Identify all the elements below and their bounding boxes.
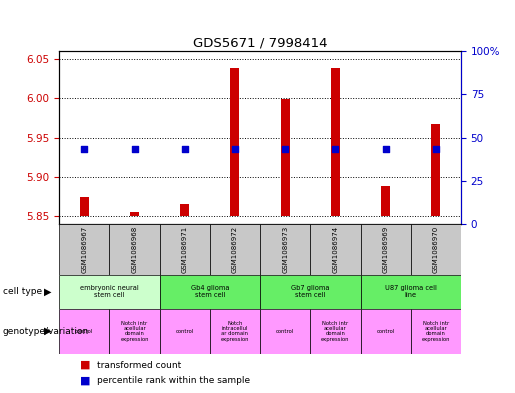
Point xyxy=(231,146,239,152)
Point xyxy=(331,145,339,152)
Text: GSM1086974: GSM1086974 xyxy=(332,226,338,273)
Text: control: control xyxy=(276,329,294,334)
Text: control: control xyxy=(75,329,93,334)
Bar xyxy=(80,196,89,216)
Point xyxy=(80,146,89,152)
Bar xyxy=(260,309,310,354)
Text: cell type: cell type xyxy=(3,287,42,296)
Point xyxy=(281,146,289,152)
Bar xyxy=(160,309,210,354)
Title: GDS5671 / 7998414: GDS5671 / 7998414 xyxy=(193,37,328,50)
Bar xyxy=(310,224,360,275)
Bar xyxy=(210,309,260,354)
Text: GSM1086971: GSM1086971 xyxy=(182,226,188,273)
Bar xyxy=(360,275,461,309)
Bar xyxy=(260,224,310,275)
Bar xyxy=(59,275,160,309)
Text: ■: ■ xyxy=(80,375,90,385)
Bar xyxy=(130,212,139,216)
Bar xyxy=(109,224,160,275)
Text: ▶: ▶ xyxy=(44,287,51,297)
Bar xyxy=(210,224,260,275)
Text: GSM1086973: GSM1086973 xyxy=(282,226,288,273)
Text: ■: ■ xyxy=(80,360,90,370)
Text: ▶: ▶ xyxy=(44,326,51,336)
Text: GSM1086968: GSM1086968 xyxy=(131,226,138,273)
Point xyxy=(130,146,139,152)
Bar xyxy=(360,224,410,275)
Bar xyxy=(160,224,210,275)
Text: U87 glioma cell
line: U87 glioma cell line xyxy=(385,285,437,298)
Bar xyxy=(59,224,109,275)
Point xyxy=(432,146,440,152)
Bar xyxy=(230,68,239,216)
Text: Gb7 glioma
stem cell: Gb7 glioma stem cell xyxy=(291,285,330,298)
Text: genotype/variation: genotype/variation xyxy=(3,327,89,336)
Text: Gb4 glioma
stem cell: Gb4 glioma stem cell xyxy=(191,285,229,298)
Bar xyxy=(381,186,390,216)
Text: Notch intr
acellular
domain
expression: Notch intr acellular domain expression xyxy=(422,321,450,342)
Bar xyxy=(260,275,360,309)
Point xyxy=(181,146,189,152)
Text: Notch intr
acellular
domain
expression: Notch intr acellular domain expression xyxy=(321,321,350,342)
Bar xyxy=(360,309,410,354)
Bar xyxy=(411,224,461,275)
Text: GSM1086970: GSM1086970 xyxy=(433,226,439,273)
Bar xyxy=(431,124,440,216)
Text: transformed count: transformed count xyxy=(97,360,181,369)
Text: Notch
intracellul
ar domain
expression: Notch intracellul ar domain expression xyxy=(221,321,249,342)
Bar xyxy=(59,309,109,354)
Point xyxy=(382,146,390,152)
Text: control: control xyxy=(376,329,394,334)
Bar xyxy=(310,309,360,354)
Bar xyxy=(281,99,290,216)
Bar xyxy=(160,275,260,309)
Bar xyxy=(331,68,340,216)
Bar xyxy=(109,309,160,354)
Text: Notch intr
acellular
domain
expression: Notch intr acellular domain expression xyxy=(121,321,149,342)
Text: GSM1086967: GSM1086967 xyxy=(81,226,88,273)
Text: GSM1086969: GSM1086969 xyxy=(383,226,389,273)
Bar xyxy=(180,204,190,216)
Text: GSM1086972: GSM1086972 xyxy=(232,226,238,273)
Text: control: control xyxy=(176,329,194,334)
Text: embryonic neural
stem cell: embryonic neural stem cell xyxy=(80,285,139,298)
Bar xyxy=(411,309,461,354)
Text: percentile rank within the sample: percentile rank within the sample xyxy=(97,376,250,385)
